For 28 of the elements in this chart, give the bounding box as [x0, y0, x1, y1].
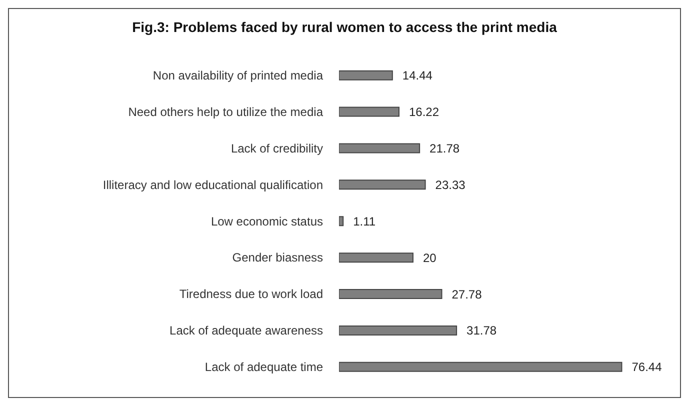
- bar: [339, 180, 426, 190]
- y-tick-label: Lack of adequate time: [204, 360, 324, 374]
- data-label: 1.11: [353, 214, 376, 228]
- y-tick-label: Low economic status: [210, 214, 323, 228]
- bar: [339, 325, 458, 336]
- y-tick-label: Lack of adequate awareness: [170, 324, 323, 338]
- data-label: 23.33: [435, 178, 466, 192]
- y-tick-label: Gender biasness: [232, 250, 323, 265]
- y-tick-label: Non availability of printed media: [152, 68, 324, 82]
- bar: [339, 362, 622, 372]
- bar: [339, 252, 414, 263]
- data-label: 21.78: [430, 142, 460, 156]
- y-tick-label: Lack of credibility: [230, 141, 323, 156]
- data-label: 31.78: [466, 324, 497, 338]
- data-label: 76.44: [632, 360, 662, 374]
- y-tick-label: Need others help to utilize the media: [128, 104, 324, 119]
- data-label: 16.22: [408, 105, 440, 120]
- data-label: 20: [422, 250, 437, 265]
- chart-title: Fig.3: Problems faced by rural women to access the print media: [131, 19, 558, 35]
- bar: [339, 143, 420, 154]
- bar: [339, 216, 344, 226]
- data-label: 14.44: [402, 68, 433, 83]
- bar: [339, 106, 400, 117]
- data-label: 27.78: [452, 287, 482, 302]
- bar: [339, 70, 393, 80]
- y-tick-label: Illiteracy and low educational qualification: [102, 178, 323, 192]
- bar: [339, 289, 442, 300]
- y-tick-label: Tiredness due to work load: [179, 287, 323, 302]
